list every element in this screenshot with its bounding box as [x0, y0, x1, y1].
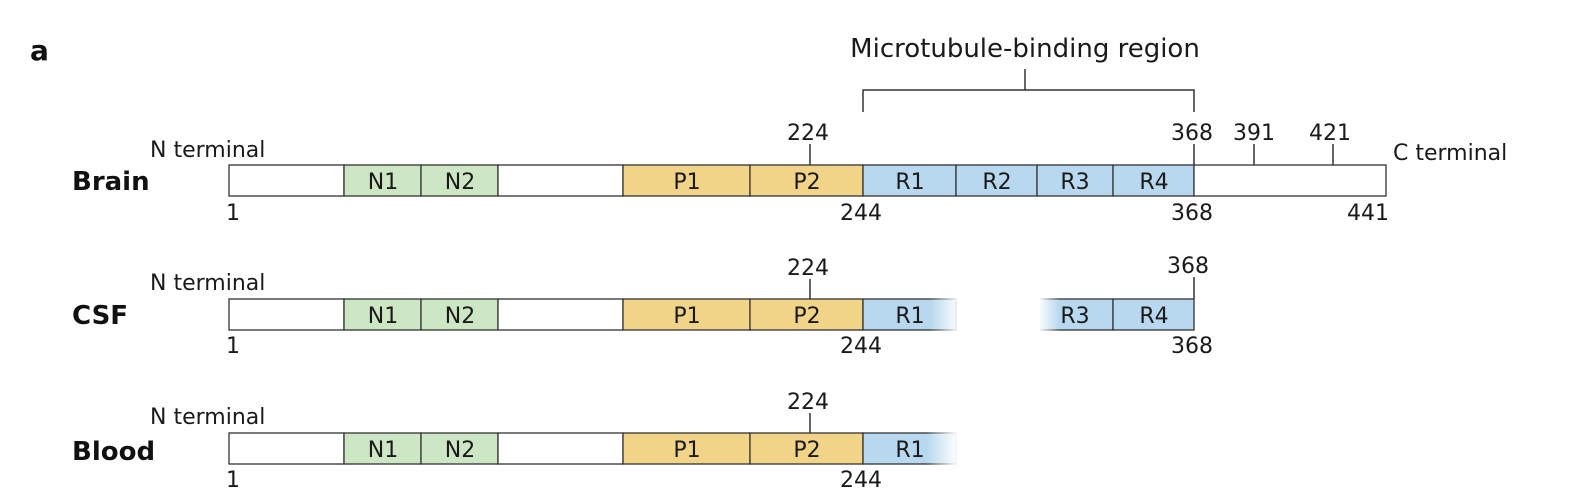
- track-label-blood: Blood: [72, 437, 155, 467]
- domain-label-p1: P1: [673, 170, 700, 195]
- domain-label-p1: P1: [673, 438, 700, 463]
- domain-segment: [497, 432, 624, 465]
- domain-label-p2: P2: [793, 170, 820, 195]
- cleaved-gap: [958, 296, 1040, 333]
- position-label-1: 1: [226, 468, 240, 493]
- marker-label-421: 421: [1309, 121, 1351, 146]
- domain-segment: [497, 164, 624, 197]
- region-label: Microtubule-binding region: [850, 34, 1200, 64]
- track-blood: Blood N terminal N1 N2 P1 P2 R1 224 1 24…: [72, 390, 987, 493]
- n-terminal-label: N terminal: [150, 138, 265, 163]
- domain-segment: [228, 298, 345, 331]
- domain-p1: [622, 164, 751, 197]
- position-label-1: 1: [226, 201, 240, 226]
- fade-out-mask: [930, 297, 960, 332]
- domain-p2: [749, 432, 864, 465]
- position-label-368: 368: [1171, 334, 1213, 359]
- domain-label-r2: R2: [982, 170, 1011, 195]
- track-label-brain: Brain: [72, 167, 150, 197]
- domain-label-r3: R3: [1060, 170, 1089, 195]
- domain-label-n1: N1: [368, 304, 398, 329]
- domain-n1: [343, 298, 422, 331]
- domain-label-p2: P2: [793, 304, 820, 329]
- domain-label-n1: N1: [368, 438, 398, 463]
- panel-label: a: [30, 34, 49, 67]
- marker-label-224: 224: [787, 390, 829, 415]
- domain-label-r4: R4: [1139, 170, 1168, 195]
- fade-out-mask: [926, 431, 958, 466]
- domain-n1: [343, 432, 422, 465]
- truncation-mask: [957, 430, 987, 467]
- domain-label-n2: N2: [445, 304, 475, 329]
- marker-label-224: 224: [787, 121, 829, 146]
- domain-label-r1: R1: [895, 438, 924, 463]
- position-label-244: 244: [840, 334, 882, 359]
- domain-label-p2: P2: [793, 438, 820, 463]
- marker-label-368: 368: [1167, 254, 1209, 279]
- domain-segment: [497, 298, 624, 331]
- domain-n2: [420, 432, 499, 465]
- position-label-368: 368: [1171, 201, 1213, 226]
- bracket-line: [862, 89, 1195, 112]
- microtubule-binding-bracket: Microtubule-binding region: [850, 34, 1200, 112]
- n-terminal-label: N terminal: [150, 405, 265, 430]
- domain-label-r1: R1: [895, 170, 924, 195]
- domain-label-n1: N1: [368, 170, 398, 195]
- c-terminal-label: C terminal: [1393, 141, 1507, 166]
- position-label-244: 244: [840, 201, 882, 226]
- domain-r4: [1112, 298, 1195, 331]
- marker-label-224: 224: [787, 256, 829, 281]
- domain-segment: [228, 432, 345, 465]
- domain-p1: [622, 298, 751, 331]
- position-label-244: 244: [840, 468, 882, 493]
- domain-label-r3: R3: [1060, 304, 1089, 329]
- fade-in-mask: [1038, 297, 1060, 332]
- track-brain: Brain N terminal C terminal N1 N2 P1 P2 …: [72, 121, 1507, 226]
- track-csf: CSF N terminal R1 N1 N2 P1 P2 R3 R4 224 …: [72, 254, 1213, 359]
- position-label-1: 1: [226, 334, 240, 359]
- domain-label-n2: N2: [445, 170, 475, 195]
- n-terminal-label: N terminal: [150, 271, 265, 296]
- domain-label-n2: N2: [445, 438, 475, 463]
- marker-label-391: 391: [1233, 121, 1275, 146]
- marker-label-368: 368: [1171, 121, 1213, 146]
- domain-segment: [228, 164, 345, 197]
- track-label-csf: CSF: [72, 301, 128, 331]
- domain-segment: [1193, 164, 1387, 197]
- domain-n2: [420, 164, 499, 197]
- domain-label-r4: R4: [1139, 304, 1168, 329]
- position-label-441: 441: [1347, 201, 1389, 226]
- domain-label-r1: R1: [895, 304, 924, 329]
- domain-label-p1: P1: [673, 304, 700, 329]
